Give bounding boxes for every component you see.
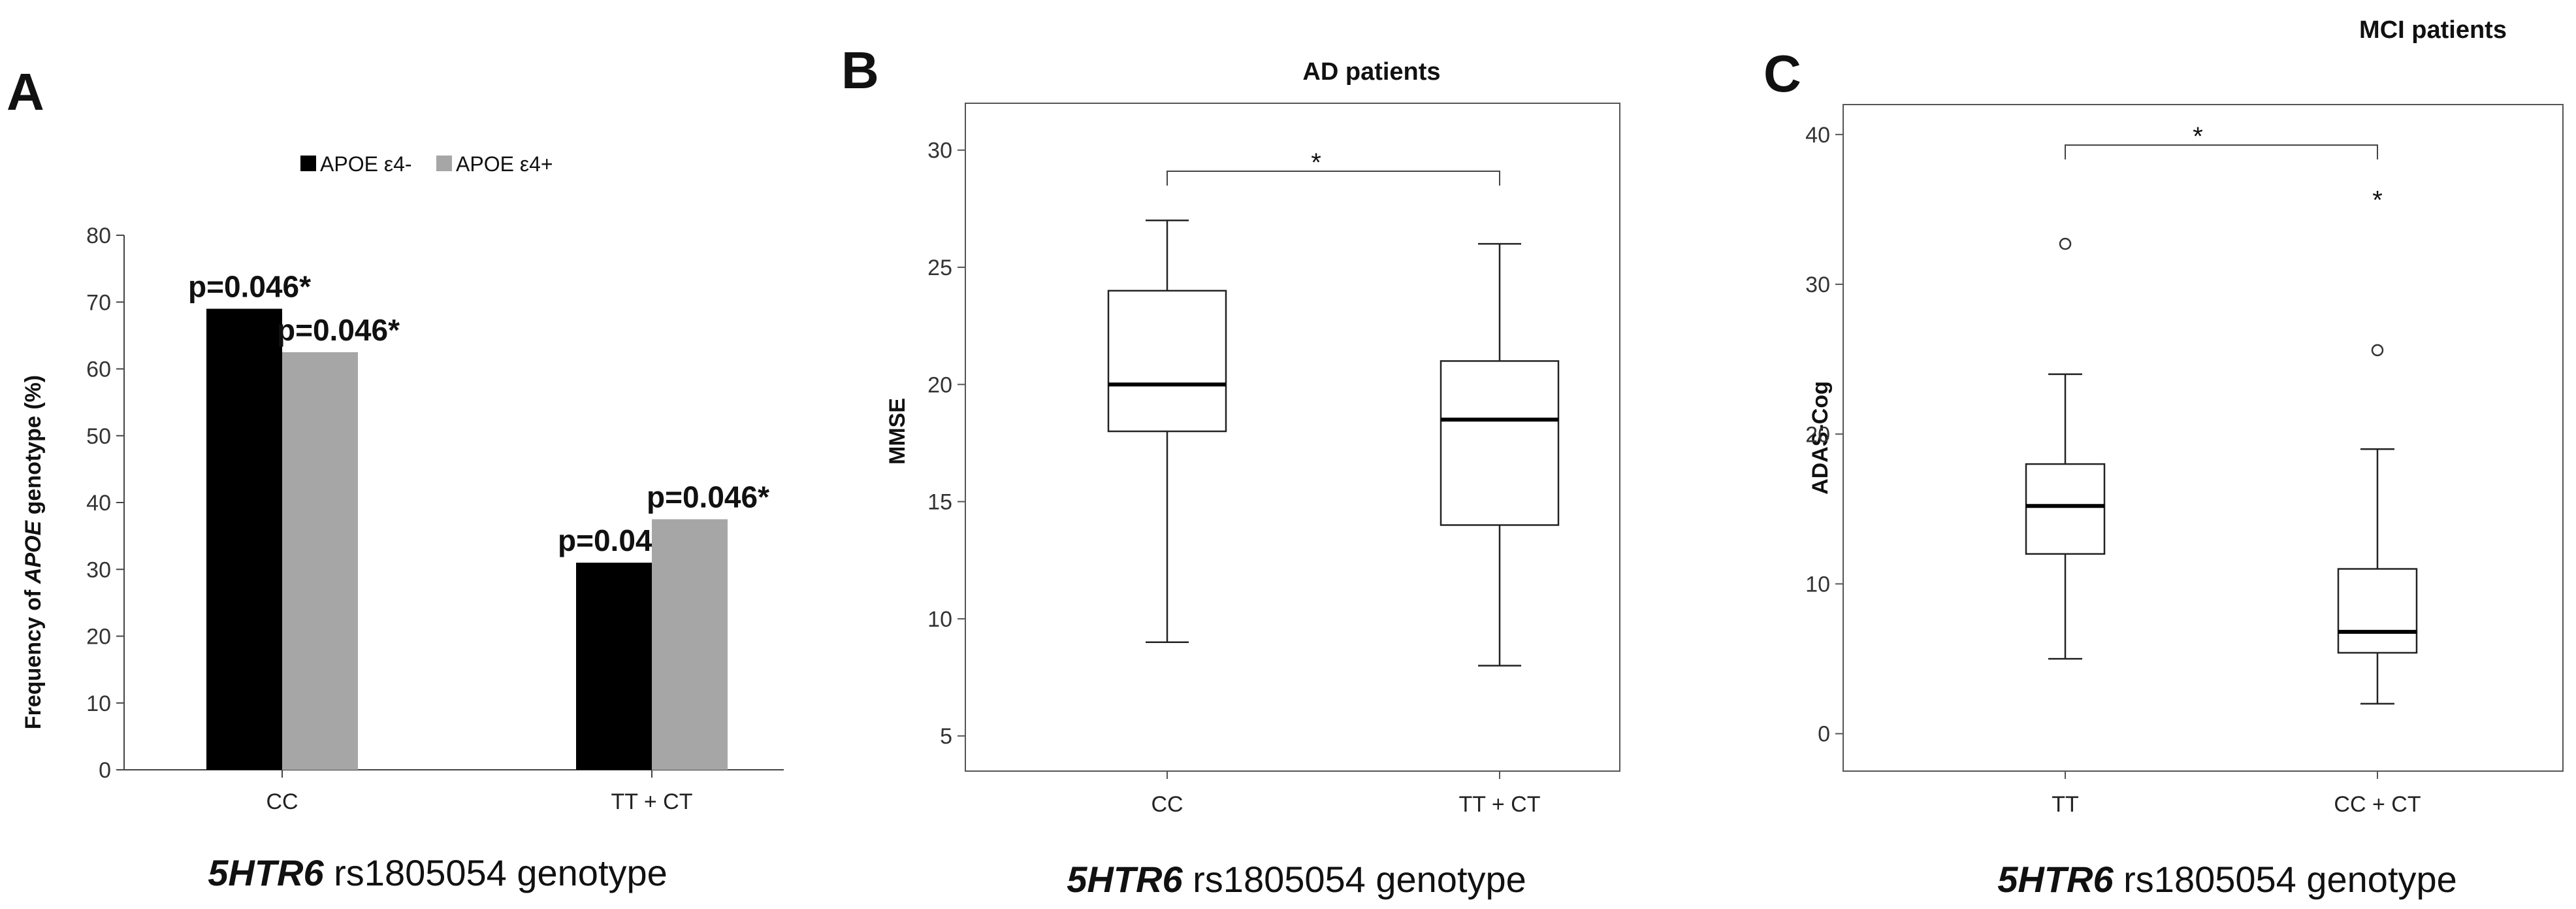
panel-a-ytick-label: 0 [99, 758, 111, 783]
panel-c-ytick-label: 10 [1805, 572, 1830, 597]
panel-a-bar [206, 308, 282, 770]
panel-c-box [2337, 568, 2418, 654]
panel-a-bar-label: p=0.046* [188, 269, 311, 303]
panel-b-title: AD patients [1302, 58, 1440, 86]
panel-a-bar [576, 563, 652, 770]
panel-a-bar-label: p=0.046* [277, 313, 400, 347]
panel-c-xtick-label: CC + CT [2334, 792, 2421, 817]
panel-b-significance: * [1311, 148, 1321, 177]
panel-c-significance: * [2193, 122, 2203, 151]
panel-c-frame [1843, 104, 2564, 772]
panel-b-ytick-label: 20 [927, 372, 952, 397]
panel-a-ylabel: Frequency of APOE genotype (%) [21, 375, 46, 729]
panel-a-ytick-label: 80 [86, 223, 111, 248]
panel-a-xtick-label: TT + CT [611, 789, 693, 814]
panel-b-xtick-label: TT + CT [1459, 792, 1541, 817]
panel-c-xlabel: 5HTR6 rs1805054 genotype [1997, 859, 2457, 900]
panel-c-letter: C [1763, 44, 1801, 103]
panel-b-ytick-label: 30 [927, 139, 952, 163]
panel-b-frame [965, 103, 1620, 772]
panel-b-xtick-label: CC [1151, 792, 1183, 817]
panel-a-letter: A [7, 63, 44, 121]
legend-swatch-apoe-e4-pos [436, 156, 452, 171]
panel-a-xlabel: 5HTR6 rs1805054 genotype [208, 852, 668, 893]
panel-a-ytick-label: 50 [86, 424, 111, 449]
panel-b-ytick-label: 10 [927, 607, 952, 632]
panel-a-bar-label: p=0.046* [647, 480, 769, 514]
panel-c-ytick-label: 20 [1805, 422, 1830, 447]
panel-b-ytick-label: 15 [927, 490, 952, 515]
panel-c-outlier [2371, 344, 2384, 357]
panel-c-outlier [2059, 237, 2072, 250]
panel-c-ylabel: ADAS-Cog [1808, 381, 1833, 495]
panel-a-bar [282, 352, 358, 770]
panel-a-chart: APOE ε4- APOE ε4+ Frequency of APOE geno… [21, 152, 784, 893]
panel-a-ytick-label: 70 [86, 290, 111, 315]
panel-b-box [1440, 360, 1560, 526]
panel-a-ytick-label: 20 [86, 625, 111, 650]
panel-a-ytick-label: 10 [86, 691, 111, 716]
legend-apoe-e4-neg: APOE ε4- [320, 152, 412, 176]
legend-swatch-apoe-e4-neg [300, 156, 316, 171]
panel-c-xtick-label: TT [2052, 792, 2079, 817]
panel-c-extreme-outlier: * [2372, 186, 2383, 215]
panel-c-title: MCI patients [2359, 16, 2507, 44]
panel-a-ytick-label: 40 [86, 491, 111, 516]
panel-b-xlabel: 5HTR6 rs1805054 genotype [1067, 859, 1526, 900]
legend-apoe-e4-pos: APOE ε4+ [456, 152, 553, 176]
panel-c-chart: MCI patients ADAS-Cog 5HTR6 rs1805054 ge… [1805, 16, 2564, 900]
panel-c-ytick-label: 30 [1805, 273, 1830, 297]
panel-a-ytick-label: 60 [86, 357, 111, 382]
panel-c-significance-bracket [2065, 144, 2378, 159]
panel-c-box [2025, 463, 2106, 555]
panel-b-chart: AD patients MMSE 5HTR6 rs1805054 genotyp… [885, 58, 1620, 900]
panel-b-ytick-label: 25 [927, 256, 952, 280]
panel-b-box [1107, 289, 1227, 433]
panel-b-significance-bracket [1167, 171, 1500, 186]
panel-b-letter: B [841, 41, 879, 99]
panel-c-ytick-label: 40 [1805, 123, 1830, 148]
panel-a-bar [652, 519, 728, 770]
panel-a-xtick-label: CC [266, 789, 298, 814]
panel-b-ytick-label: 5 [940, 724, 952, 749]
panel-c-ytick-label: 0 [1818, 722, 1830, 747]
panel-b-ylabel: MMSE [885, 398, 910, 465]
panel-a-ytick-label: 30 [86, 557, 111, 582]
